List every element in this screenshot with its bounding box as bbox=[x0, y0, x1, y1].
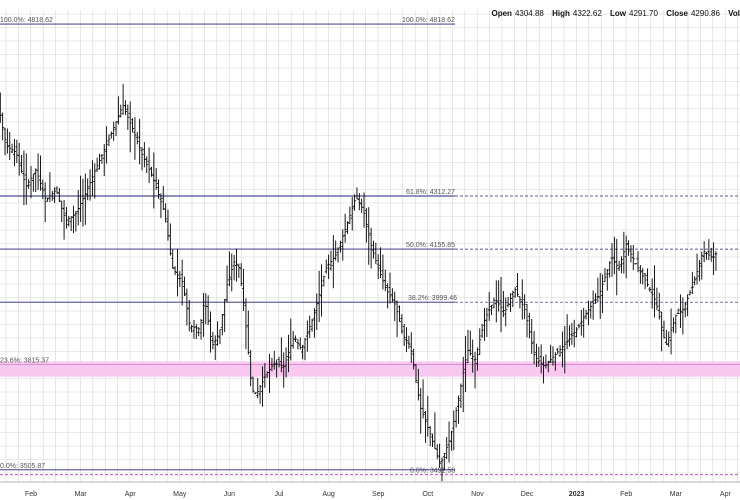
open-value: 4304.88 bbox=[514, 9, 544, 18]
support-zone bbox=[0, 361, 740, 377]
x-tick-label: Jul bbox=[275, 491, 284, 498]
open-label: Open bbox=[491, 9, 512, 18]
fib-level-label: 100.0%: 4818.62 bbox=[0, 17, 53, 24]
fib-level-label: 100.0%: 4818.62 bbox=[402, 17, 455, 24]
x-tick-label: Feb bbox=[25, 491, 37, 498]
low-label: Low bbox=[610, 9, 627, 18]
x-tick-label: Feb bbox=[620, 491, 632, 498]
fib-level-label: 0.0%: 3505.87 bbox=[0, 463, 45, 470]
x-tick-label: Nov bbox=[471, 491, 484, 498]
low-value: 4291.70 bbox=[629, 9, 658, 18]
x-tick-label: Mar bbox=[75, 491, 88, 498]
x-tick-label: Oct bbox=[422, 491, 433, 498]
high-value: 4322.62 bbox=[572, 9, 602, 18]
fib-level-label: 50.0%: 4155.85 bbox=[406, 242, 455, 249]
x-tick-label: Jun bbox=[224, 491, 235, 498]
x-tick-label: Apr bbox=[720, 491, 732, 498]
fib-level-label: 0.0%: 3491.58 bbox=[410, 468, 455, 475]
high-label: High bbox=[552, 9, 570, 18]
x-tick-label: Dec bbox=[521, 491, 534, 498]
x-tick-label: 2023 bbox=[569, 491, 585, 498]
x-tick-label: Apr bbox=[125, 491, 137, 498]
x-tick-label: Aug bbox=[322, 491, 335, 498]
close-label: Close bbox=[666, 9, 688, 18]
fib-level-label: 61.8%: 4312.27 bbox=[406, 189, 455, 196]
x-tick-label: May bbox=[173, 491, 187, 498]
x-tick-label: Mar bbox=[670, 491, 683, 498]
fib-level-label: 38.2%: 3999.46 bbox=[408, 295, 457, 302]
fib-level-label: 23.6%: 3815.37 bbox=[0, 358, 49, 365]
x-tick-label: Sep bbox=[372, 491, 385, 498]
close-value: 4290.86 bbox=[690, 9, 720, 18]
vol-label: Vol bbox=[728, 9, 740, 18]
ohlc-readout: Open 4304.88 High 4322.62 Low 4291.70 Close… bbox=[485, 9, 740, 18]
